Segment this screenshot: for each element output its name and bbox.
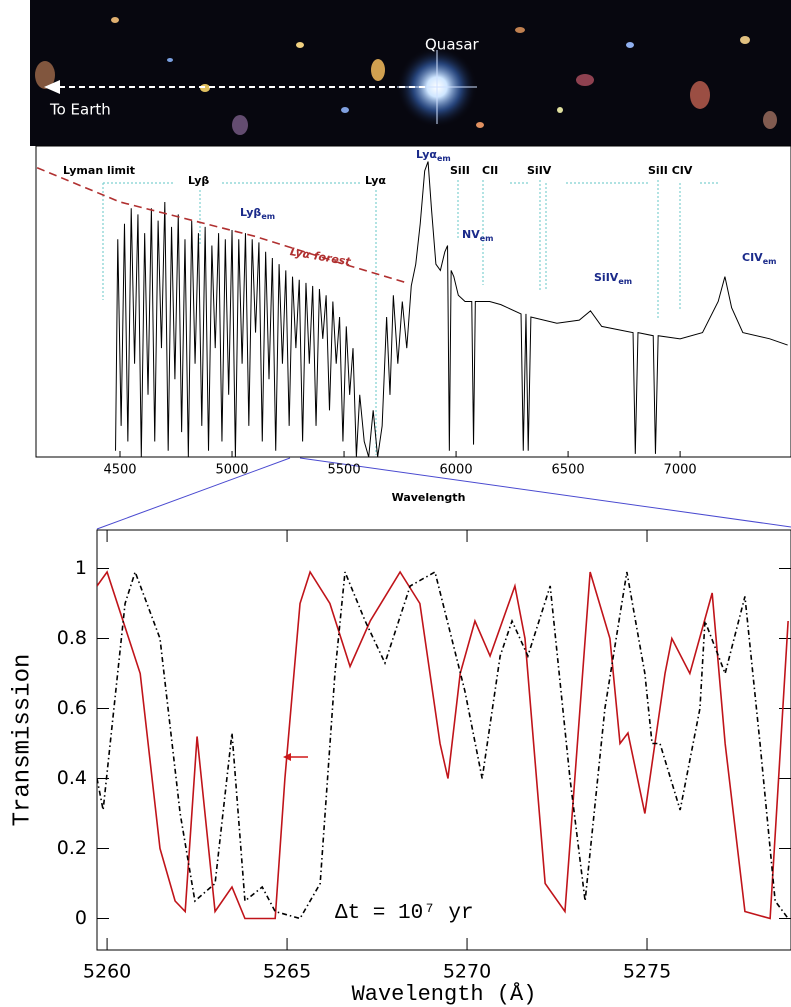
x-tick-label: 6500 [552,463,585,478]
annotation: Δt = 10⁷ yr [335,902,474,925]
y-axis-label: Transmission [9,654,36,827]
annotation-subscript: em [480,234,494,243]
annotation-text: Lyman limit [63,164,135,177]
annotation: Lyman limit [63,164,135,177]
plot-frame [35,145,791,458]
zoom-connector [96,457,291,530]
annotation-subscript: em [261,212,275,221]
annotation-subscript: em [437,154,451,163]
y-tick-label: 0.2 [57,837,87,859]
earth-label: To Earth [49,101,111,119]
annotation: CII [482,164,498,177]
annotation-text: Δt = 10⁷ yr [335,902,474,925]
data-line [97,570,789,920]
x-axis-label: Wavelength [392,491,466,504]
annotation-text: CIV [742,251,763,264]
annotation: SiIVem [594,271,632,286]
annotation-subscript: em [763,257,777,266]
annotation: Lyαem [416,148,451,163]
x-tick-label: 5275 [623,961,671,983]
annotation-text: SiII [450,164,470,177]
annotation-text: Lyα forest [289,245,352,269]
annotation: SiII CIV [648,164,693,177]
annotation-text: Lyβ [240,206,261,219]
x-tick-label: 5265 [263,961,311,983]
y-tick-label: 1 [75,557,87,579]
annotation-text: Lyβ [188,174,209,187]
annotation-text: Lyα [365,174,386,187]
x-tick-label: 5000 [215,463,248,478]
y-tick-label: 0.8 [57,627,87,649]
zoom-connector [299,457,791,528]
annotation-text: CII [482,164,498,177]
annotation: Lyβem [240,206,275,221]
annotation: SiII [450,164,470,177]
annotation-text: SiIV [594,271,619,284]
annotation: Lyβ [188,174,209,187]
annotation: NVem [462,228,494,243]
x-axis-label: Wavelength (Å) [352,981,537,1007]
data-line [36,167,408,284]
x-tick-label: 7000 [664,463,697,478]
sky-image [30,0,791,146]
x-tick-label: 4500 [103,463,136,478]
annotation-text: Lyα [416,148,437,161]
quasar-label: Quasar [425,36,480,54]
annotation-subscript: em [618,277,632,286]
x-tick-label: 6000 [440,463,473,478]
y-tick-label: 0.6 [57,697,87,719]
y-tick-label: 0.4 [57,767,87,789]
annotation: SiIV [527,164,552,177]
x-tick-label: 5500 [328,463,361,478]
annotation-text: SiIV [527,164,552,177]
annotation-text: NV [462,228,480,241]
data-line [97,569,789,920]
annotation-text: SiII CIV [648,164,693,177]
annotation: Lyα forest [289,245,352,269]
annotation: CIVem [742,251,776,266]
x-tick-label: 5260 [83,961,131,983]
plot-frame [96,529,791,951]
data-line [115,161,788,457]
x-tick-label: 5270 [443,961,491,983]
annotation: Lyα [365,174,386,187]
feature-guides [102,180,720,455]
y-tick-label: 0 [75,907,87,929]
